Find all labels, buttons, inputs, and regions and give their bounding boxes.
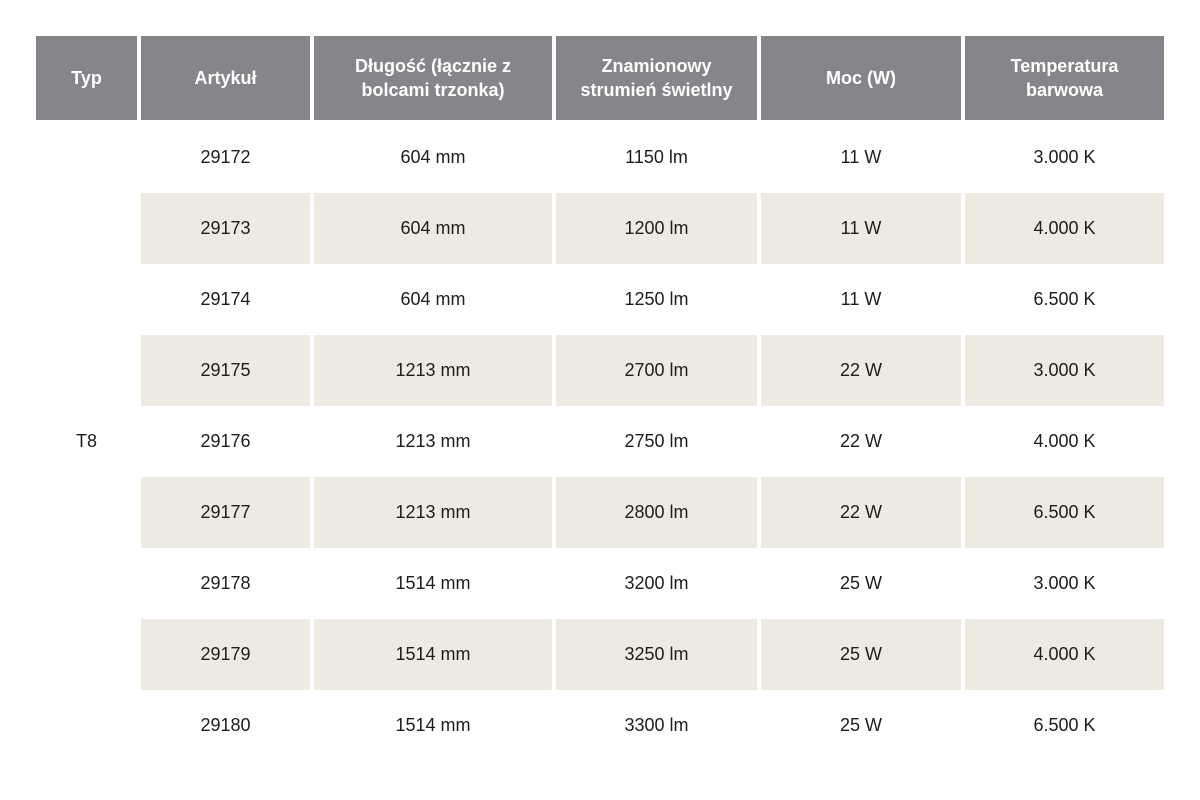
table-cell: 29174 (141, 264, 310, 335)
table-cell: 11 W (761, 264, 961, 335)
column-header-strumien: Znamionowy strumień świetlny (556, 36, 757, 122)
table-cell: 29172 (141, 122, 310, 193)
table-cell: 29179 (141, 619, 310, 690)
table-cell: 1514 mm (314, 690, 552, 761)
table-cell: 6.500 K (965, 477, 1164, 548)
column-header-artykul: Artykuł (141, 36, 310, 122)
table-cell: 604 mm (314, 264, 552, 335)
table-cell: 3.000 K (965, 335, 1164, 406)
table-cell: 4.000 K (965, 193, 1164, 264)
table-cell: 11 W (761, 193, 961, 264)
typ-group-cell: T8 (36, 122, 137, 761)
table-cell: 29175 (141, 335, 310, 406)
table-cell: 29178 (141, 548, 310, 619)
table-cell: 1213 mm (314, 406, 552, 477)
table-cell: 1150 lm (556, 122, 757, 193)
table-cell: 3250 lm (556, 619, 757, 690)
table-cell: 1514 mm (314, 548, 552, 619)
table-cell: 25 W (761, 548, 961, 619)
table-cell: 25 W (761, 690, 961, 761)
table-cell: 2750 lm (556, 406, 757, 477)
column-header-typ: Typ (36, 36, 137, 122)
table-cell: 4.000 K (965, 619, 1164, 690)
product-spec-table: Typ Artykuł Długość (łącznie z bolcami t… (36, 36, 1164, 761)
table-cell: 2700 lm (556, 335, 757, 406)
table-cell: 3.000 K (965, 122, 1164, 193)
table-cell: 1200 lm (556, 193, 757, 264)
table-cell: 29177 (141, 477, 310, 548)
table-cell: 1213 mm (314, 477, 552, 548)
table-cell: 3200 lm (556, 548, 757, 619)
table-cell: 3.000 K (965, 548, 1164, 619)
table-cell: 2800 lm (556, 477, 757, 548)
table-cell: 6.500 K (965, 690, 1164, 761)
table-cell: 604 mm (314, 193, 552, 264)
table-cell: 22 W (761, 406, 961, 477)
table-cell: 4.000 K (965, 406, 1164, 477)
column-header-moc: Moc (W) (761, 36, 961, 122)
column-header-dlugosc: Długość (łącznie z bolcami trzonka) (314, 36, 552, 122)
table-cell: 11 W (761, 122, 961, 193)
table-cell: 1514 mm (314, 619, 552, 690)
table-cell: 25 W (761, 619, 961, 690)
table-cell: 6.500 K (965, 264, 1164, 335)
table-cell: 1250 lm (556, 264, 757, 335)
table-cell: 29176 (141, 406, 310, 477)
table-cell: 1213 mm (314, 335, 552, 406)
column-header-temperatura: Temperatura barwowa (965, 36, 1164, 122)
table-cell: 3300 lm (556, 690, 757, 761)
table-cell: 604 mm (314, 122, 552, 193)
table-cell: 22 W (761, 477, 961, 548)
table-cell: 29173 (141, 193, 310, 264)
table-cell: 29180 (141, 690, 310, 761)
table-cell: 22 W (761, 335, 961, 406)
